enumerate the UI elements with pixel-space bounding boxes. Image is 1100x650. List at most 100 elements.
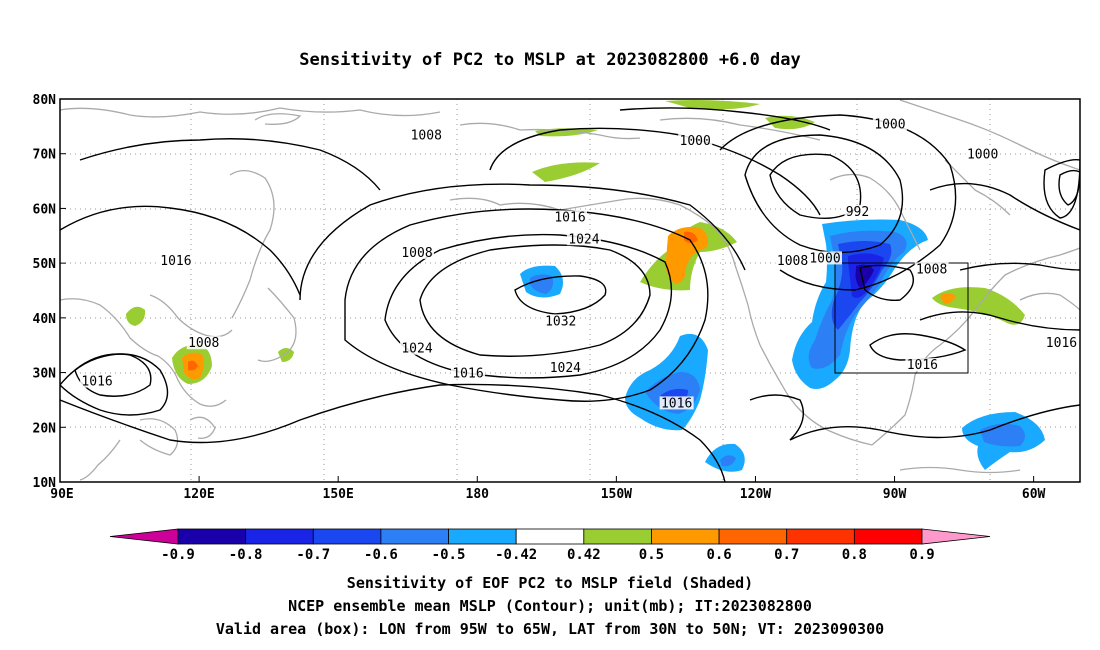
contour-1024-inner (419, 244, 651, 357)
contour-1008-high (299, 183, 746, 301)
contour-label-bg (543, 314, 578, 328)
colorbar-label: 0.42 (567, 547, 601, 563)
contour-label: 1016 (452, 366, 483, 381)
colorbar-swatch (786, 528, 855, 545)
contour-label-bg (872, 117, 907, 131)
map-frame (59, 98, 1081, 483)
contour-label: 992 (846, 205, 869, 220)
red-shade-alaska (684, 231, 698, 243)
lat-tick-label: 60N (33, 202, 57, 217)
orange-shade-atlantic (940, 293, 956, 304)
lon-tick-label: 180 (466, 487, 490, 502)
colorbar-swatch (718, 528, 788, 545)
lon-tick-label: 120W (740, 487, 771, 502)
contour-label-bg (844, 204, 871, 218)
contour-1032 (514, 275, 607, 315)
footer-line-2: NCEP ensemble mean MSLP (Contour); unit(… (288, 597, 812, 615)
colorbar-swatch (177, 528, 247, 545)
lat-tick-label: 70N (33, 148, 57, 163)
contour-label: 1024 (401, 342, 432, 357)
colorbar-label: -0.8 (229, 547, 263, 563)
colorbar-swatch (583, 528, 652, 545)
contour-1016-mexico (749, 394, 804, 441)
contour-label-bg (914, 262, 949, 276)
colorbar-label: -0.5 (432, 547, 466, 563)
lon-tick-label: 60W (1022, 487, 1046, 502)
red-shade-taiwan (188, 360, 198, 371)
contour-label: 1016 (160, 254, 191, 269)
valid-area-box (834, 262, 969, 374)
contour-1016-asia (60, 205, 301, 296)
colorbar-swatch (651, 528, 720, 545)
contour-1016-high (344, 208, 709, 402)
contour-1008-box (859, 264, 914, 301)
contour-label-bg (158, 254, 193, 268)
colorbar-label: -0.6 (364, 547, 398, 563)
positive-shade-arctic-3 (765, 115, 815, 130)
lat-tick-label: 50N (33, 257, 57, 272)
coastlines (60, 99, 1080, 481)
contour-label: 1016 (661, 396, 692, 411)
colorbar-min-arrow (109, 528, 179, 545)
contour-label: 1016 (1046, 336, 1077, 351)
lat-tick-label: 40N (33, 312, 57, 327)
figure-title: Sensitivity of PC2 to MSLP at 2023082800… (299, 50, 801, 70)
lon-tick-label: 90E (50, 487, 73, 502)
map-axes: 90E 120E 150E 180 150W 120W 90W 60W 80N 70N 60N 50N… (33, 93, 1046, 502)
colorbar-label: 0.9 (909, 547, 934, 563)
contour-label-bg (548, 360, 583, 374)
contour-1016-caribbean (789, 404, 1080, 441)
lat-tick-label: 10N (33, 476, 57, 491)
positive-shade-china (126, 306, 146, 326)
colorbar-swatch (312, 528, 382, 545)
contour-label: 1024 (550, 361, 581, 376)
contour-label: 1000 (809, 251, 840, 266)
contour-label: 1016 (907, 358, 938, 373)
contour-label-bg (1044, 336, 1079, 350)
contour-label: 1016 (81, 375, 112, 390)
lon-tick-label: 120E (183, 487, 214, 502)
contour-1008-asia-low (74, 353, 152, 397)
contour-1016-atlantic (869, 333, 967, 361)
contour-label: 1000 (874, 117, 905, 132)
colorbar-label: 0.7 (774, 547, 799, 563)
orange-shade-alaska (665, 227, 708, 284)
colorbar-label: -0.7 (296, 547, 330, 563)
lon-tick-label: 90W (883, 487, 907, 502)
positive-shade-japan (278, 348, 294, 362)
contour-1016-east (919, 311, 1080, 331)
contour-1008-east (959, 262, 1080, 271)
lat-tick-label: 20N (33, 421, 57, 436)
footer-line-3: Valid area (box): LON from 95W to 65W, L… (215, 620, 885, 638)
colorbar-swatch (380, 528, 449, 545)
contour-label-bg (659, 396, 694, 410)
contour-1008-low (719, 114, 957, 291)
colorbar: -0.9 -0.8 -0.7 -0.6 -0.5 -0.42 0.42 0.5 0.6 0.7 0.… (109, 528, 991, 563)
contour-label-bg (775, 254, 810, 268)
positive-shade-arctic-1 (665, 100, 760, 110)
footer-line-1: Sensitivity of EOF PC2 to MSLP field (Sh… (346, 574, 754, 592)
lat-tick-label: 80N (33, 93, 57, 108)
colorbar-label: -0.42 (495, 547, 537, 563)
contour-label-bg (400, 245, 434, 259)
contour-label: 1008 (401, 246, 432, 261)
colorbar-label: 0.6 (706, 547, 731, 563)
contour-label-bg (678, 133, 713, 147)
contour-label-bg (553, 210, 587, 224)
contour-label-bg (409, 128, 444, 142)
contour-label: 1008 (777, 254, 808, 269)
colorbar-swatch (515, 528, 585, 545)
contour-1008-asia-north (79, 138, 381, 191)
contour-east-low-2 (1043, 159, 1080, 219)
contour-label: 1008 (916, 262, 947, 277)
colorbar-swatch (448, 528, 517, 545)
colorbar-label: 0.5 (639, 547, 664, 563)
contour-1000-east (929, 182, 1080, 231)
contour-label-bg (965, 147, 1000, 161)
contour-label-bg (905, 358, 940, 372)
colorbar-label: 0.8 (842, 547, 867, 563)
negative-shade-northpacific-core (530, 274, 554, 294)
colorbar-swatch (245, 528, 314, 545)
contour-label: 1000 (680, 134, 711, 149)
